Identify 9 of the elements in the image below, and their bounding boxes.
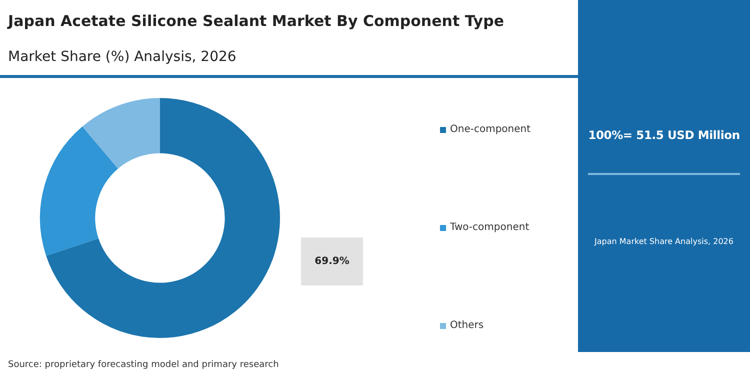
text: 100%= 51.5 USD Million bbox=[587, 128, 741, 142]
chart-title: Japan Acetate Silicone Sealant Market By Component Type bbox=[8, 12, 504, 30]
legend-label: Others bbox=[450, 320, 484, 331]
data-label: 69.9% bbox=[314, 256, 350, 268]
legend-label: Two-component bbox=[450, 222, 530, 233]
source-note: Source: proprietary forecasting model and primary research bbox=[8, 360, 279, 370]
text: Japan Market Share Analysis, 2026 bbox=[593, 237, 734, 246]
legend-label: One-component bbox=[450, 124, 531, 135]
chart-subtitle: Market Share (%) Analysis, 2026 bbox=[8, 49, 236, 65]
